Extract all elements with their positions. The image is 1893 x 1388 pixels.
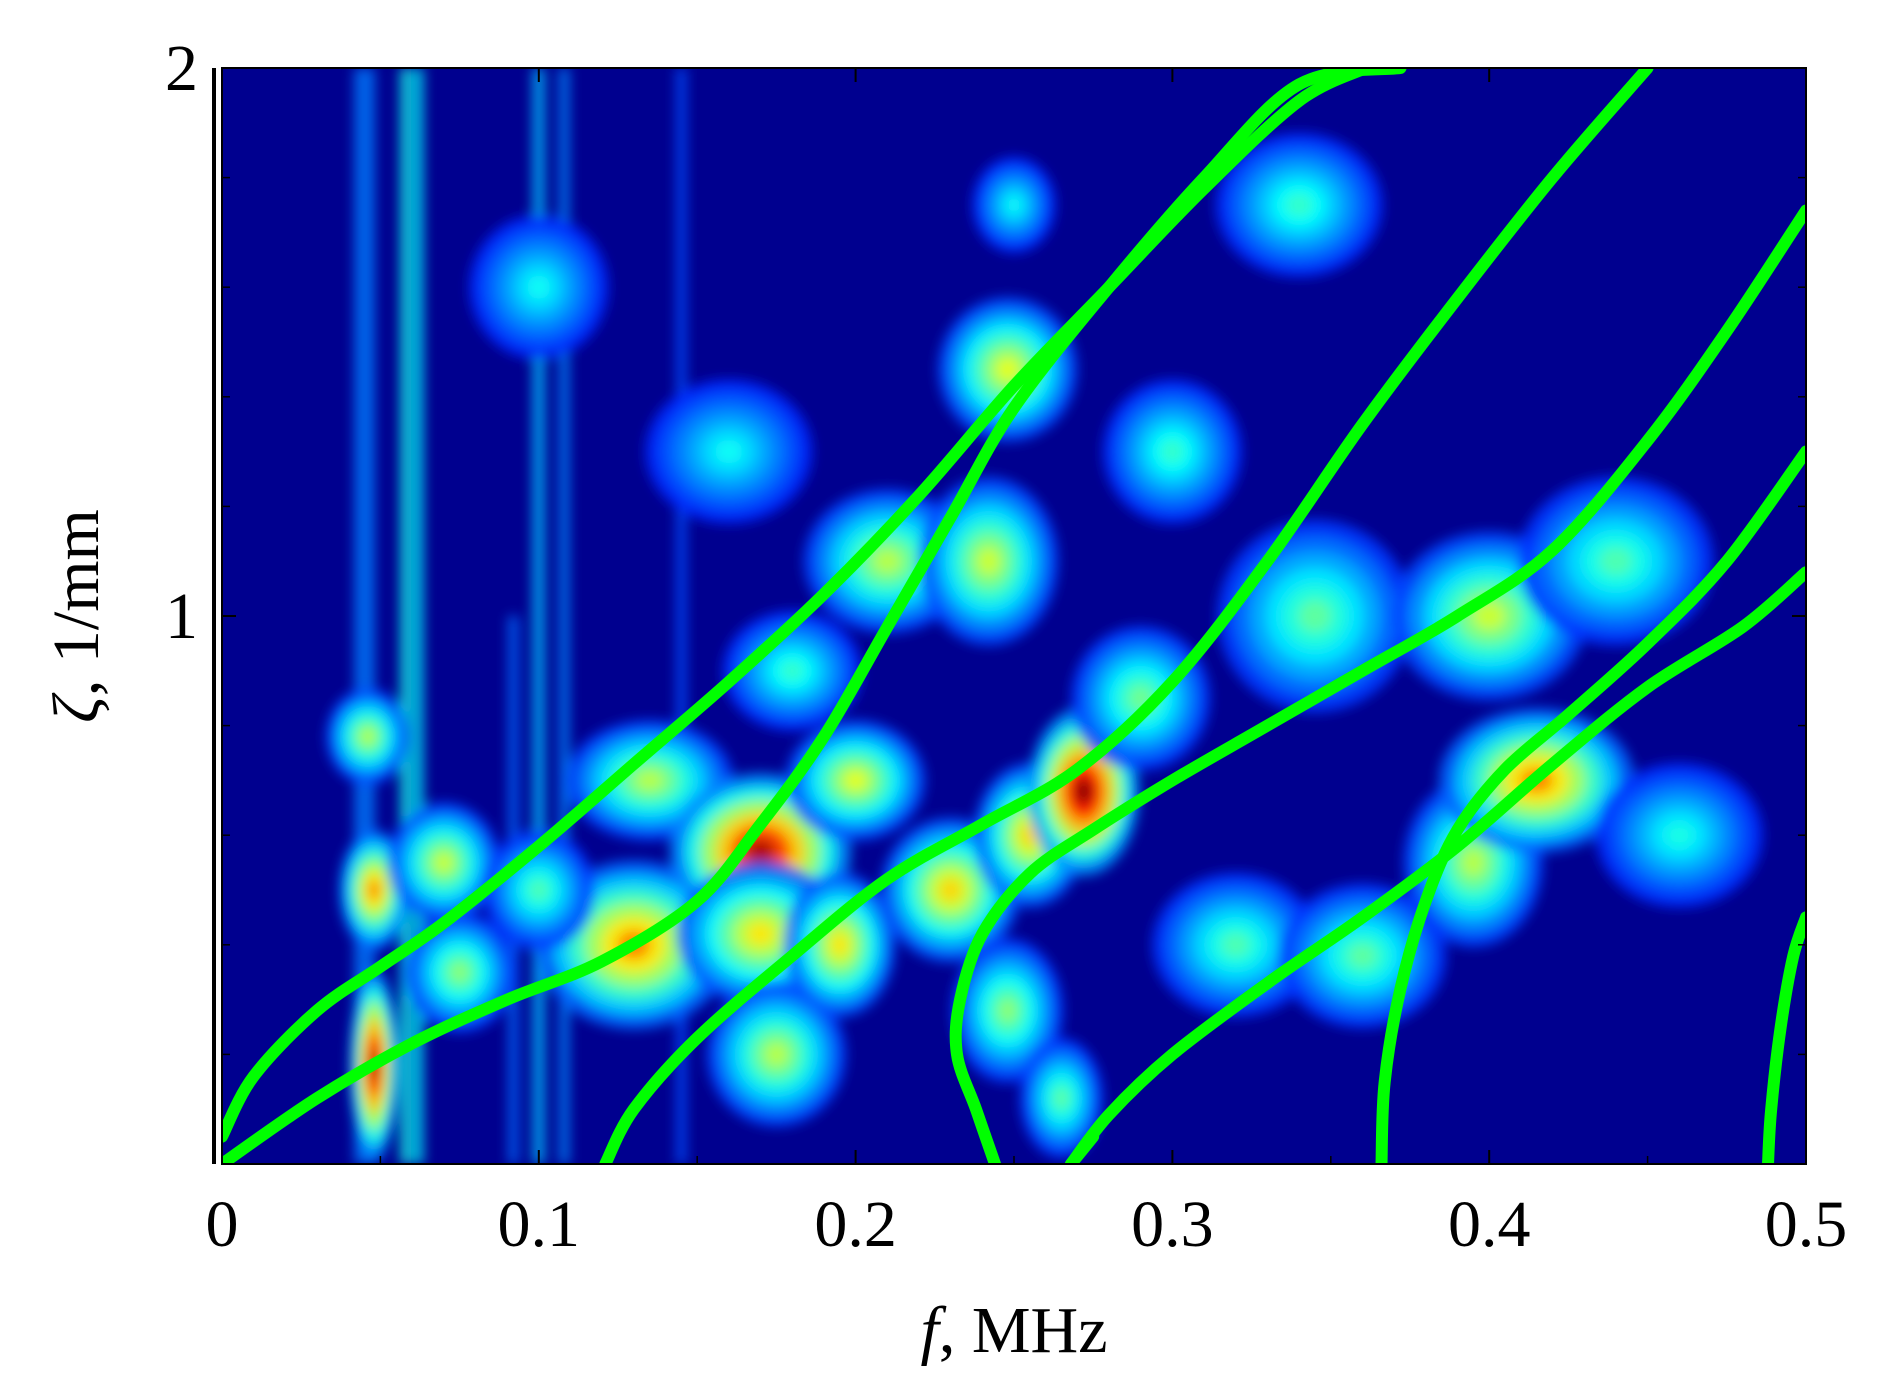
heatmap-ridge-0: [400, 68, 412, 1164]
dispersion-curve-1: [222, 68, 1407, 1164]
heatmap-hotspot-17: [951, 938, 1064, 1083]
dispersion-curve-4: [1065, 566, 1806, 1164]
heatmap-hotspot-1: [339, 829, 409, 951]
x-tick-label-1: 0.1: [498, 1188, 581, 1261]
dispersion-curve-5: [1065, 1130, 1100, 1164]
heatmap-ridge-6: [676, 68, 687, 1164]
y-tick-label-0: 1: [165, 580, 198, 653]
heatmap-hotspot-10: [784, 872, 896, 1018]
heatmap-ridge-1: [413, 68, 424, 1164]
y-tick-label-1: 2: [165, 32, 198, 105]
heatmap-hotspot-31: [1595, 762, 1763, 908]
heatmap-hotspot-22: [1217, 519, 1413, 713]
heatmap-hotspot-20: [1071, 625, 1211, 771]
heatmap-ridge-4: [558, 68, 570, 1164]
dispersion-curve-2: [599, 68, 1654, 1164]
heatmap-hotspot-19: [1019, 1037, 1104, 1159]
x-axis-unit: , MHz: [939, 1294, 1108, 1367]
y-axis-label: ζ, 1/mm: [40, 509, 113, 723]
x-axis-label: f, MHz: [921, 1294, 1108, 1367]
x-tick-label-4: 0.4: [1448, 1188, 1531, 1261]
heatmap-hotspot-27: [1102, 379, 1243, 524]
heatmap-hotspot-32: [469, 214, 609, 360]
heatmap-hotspot-21: [1152, 872, 1320, 1018]
axis-ticks: 0 0.1 0.2 0.3 0.4 0.5 1 2: [165, 32, 1847, 1261]
y-axis-symbol: ζ: [40, 692, 113, 723]
heatmap-hotspot-3: [388, 802, 500, 923]
x-tick-label-2: 0.2: [814, 1188, 897, 1261]
heatmap-hotspot-14: [918, 476, 1059, 646]
dispersion-curve-6: [1375, 445, 1806, 1164]
x-tick-label-3: 0.3: [1131, 1188, 1214, 1261]
y-axis-unit: , 1/mm: [40, 509, 113, 696]
dispersion-curve-3: [949, 204, 1806, 1164]
x-tick-label-0: 0: [206, 1188, 239, 1261]
heatmap-hotspot-2: [325, 688, 410, 785]
heatmap-hotspot-30: [1518, 476, 1714, 646]
dispersion-curves: [222, 68, 1806, 1164]
heatmap-hotspot-35: [483, 829, 595, 951]
heatmap-hotspot-34: [722, 610, 862, 732]
dispersion-curve-7: [1762, 911, 1806, 1164]
heatmap-hotspot-29: [972, 156, 1056, 254]
heatmap-hotspot-9: [706, 982, 847, 1127]
x-tick-label-5: 0.5: [1765, 1188, 1848, 1261]
heatmap-hotspot-33: [645, 379, 813, 524]
heatmap-hotspot-11: [785, 720, 926, 841]
heatmap-hotspot-28: [1215, 132, 1383, 278]
heatmap-hotspot-6: [566, 720, 734, 841]
